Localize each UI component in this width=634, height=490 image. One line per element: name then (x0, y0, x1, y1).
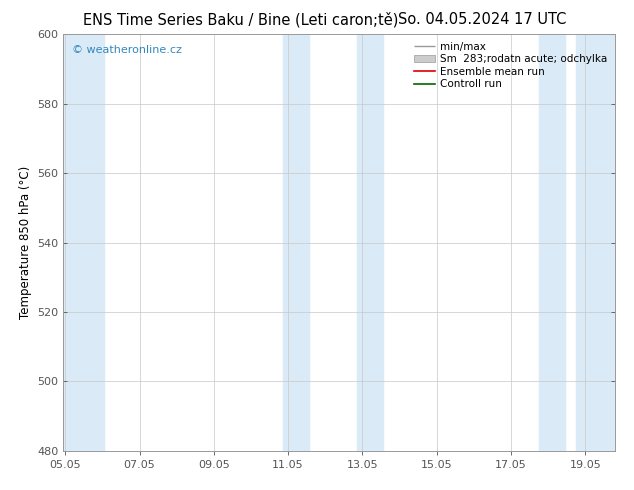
Legend: min/max, Sm  283;rodatn acute; odchylka, Ensemble mean run, Controll run: min/max, Sm 283;rodatn acute; odchylka, … (412, 40, 610, 92)
Bar (576, 34, 615, 451)
Bar (539, 34, 565, 451)
Bar (357, 34, 383, 451)
Text: © weatheronline.cz: © weatheronline.cz (72, 45, 181, 55)
Text: So. 04.05.2024 17 UTC: So. 04.05.2024 17 UTC (398, 12, 566, 27)
Bar (63, 34, 104, 451)
Text: ENS Time Series Baku / Bine (Leti caron;tě): ENS Time Series Baku / Bine (Leti caron;… (83, 12, 399, 28)
Bar (283, 34, 309, 451)
Y-axis label: Temperature 850 hPa (°C): Temperature 850 hPa (°C) (19, 166, 32, 319)
